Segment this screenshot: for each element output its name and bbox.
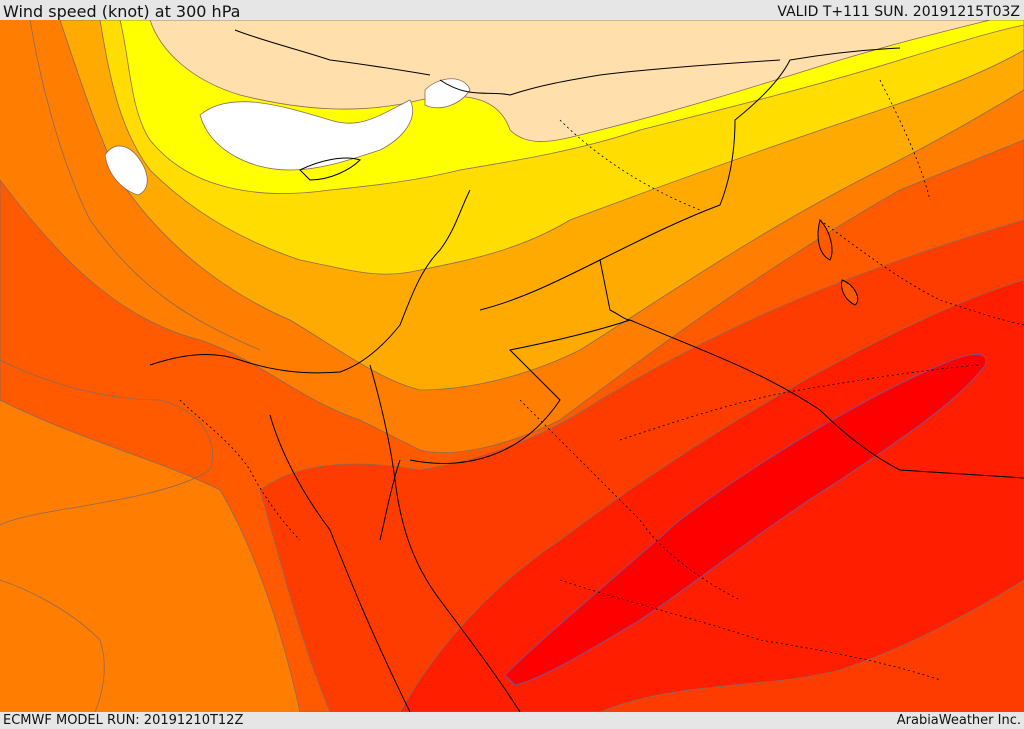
map-header: Wind speed (knot) at 300 hPa VALID T+111… <box>0 0 1024 21</box>
model-run: ECMWF MODEL RUN: 20191210T12Z <box>3 713 244 728</box>
wind-speed-map <box>0 20 1024 712</box>
wind-patch-calm-1 <box>199 99 413 171</box>
wind-speed-map-svg <box>0 20 1024 712</box>
wind-band-light <box>149 20 991 142</box>
map-title: Wind speed (knot) at 300 hPa <box>3 2 241 21</box>
map-footer: ECMWF MODEL RUN: 20191210T12Z ArabiaWeat… <box>0 712 1024 729</box>
province-boundaries <box>179 79 1024 681</box>
isotach-contours <box>0 20 261 712</box>
credit-label: ArabiaWeather Inc. <box>896 713 1021 728</box>
wind-patch-calm-2 <box>104 145 148 196</box>
lake-outline-2 <box>841 279 859 306</box>
wind-band-red <box>399 279 1024 712</box>
wind-band-core <box>504 354 987 686</box>
lake-outline <box>817 219 833 261</box>
country-borders <box>149 29 1024 712</box>
valid-time: VALID T+111 SUN. 20191215T03Z <box>777 4 1020 20</box>
